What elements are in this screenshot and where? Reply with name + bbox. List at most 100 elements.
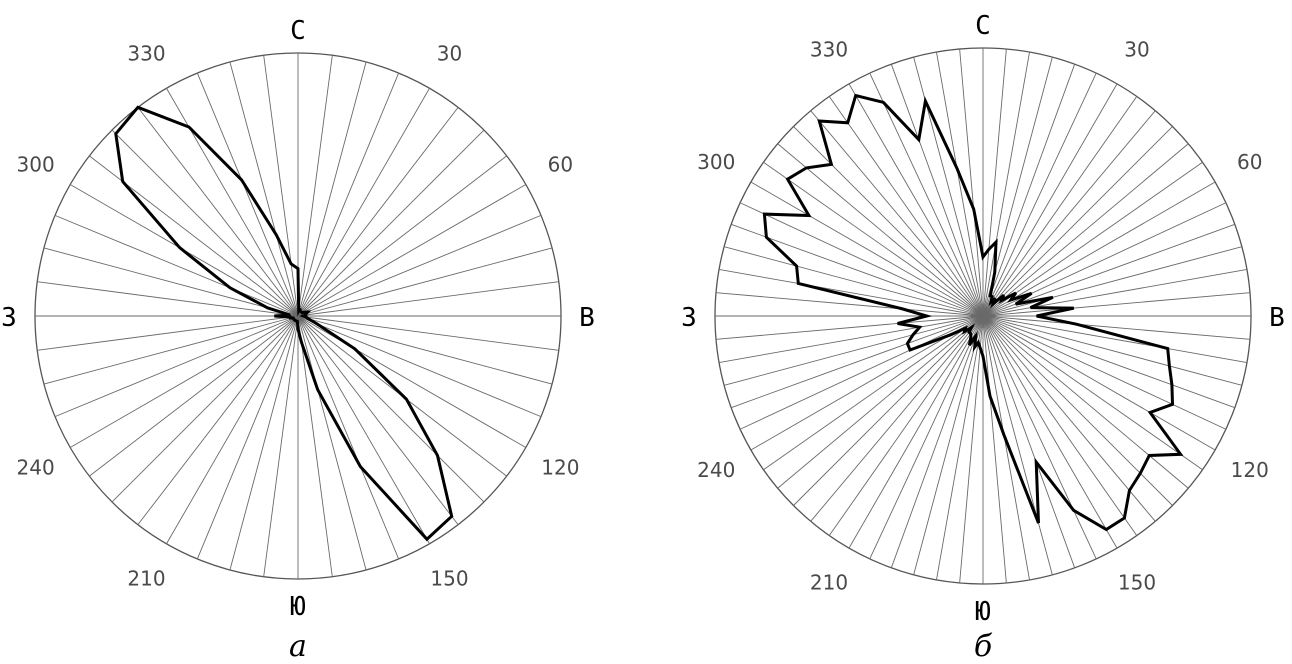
radial-gridline: [731, 223, 984, 317]
radial-gridline: [297, 129, 485, 317]
radial-gridline: [982, 315, 1007, 584]
degree-tick-label: 120: [541, 456, 579, 480]
radial-gridline: [297, 315, 485, 503]
radial-gridline: [297, 247, 553, 317]
radial-gridline: [297, 315, 559, 351]
degree-tick-label: 240: [17, 456, 55, 480]
degree-tick-label: 60: [1237, 150, 1262, 174]
radial-gridline: [777, 315, 984, 489]
radial-gridline: [982, 64, 1076, 317]
radial-gridline: [297, 281, 559, 317]
panel-caption: б: [974, 629, 993, 664]
degree-tick-label: 30: [437, 42, 462, 66]
radial-gridline: [137, 107, 299, 317]
radial-gridline: [777, 143, 984, 317]
radial-gridline: [297, 61, 367, 317]
degree-tick-label: 210: [810, 571, 848, 595]
radial-gridline: [37, 281, 299, 317]
radial-gridline: [54, 315, 299, 418]
radial-gridline: [739, 202, 984, 317]
radial-gridline: [982, 181, 1216, 317]
west-label: З: [1, 303, 17, 333]
radial-gridline: [715, 315, 984, 340]
radial-gridline: [297, 88, 430, 317]
degree-tick-label: 150: [430, 566, 468, 590]
radial-gridline: [982, 315, 1248, 363]
radial-gridline: [982, 315, 1138, 536]
radial-gridline: [111, 315, 299, 503]
radial-gridline: [913, 57, 984, 317]
radial-gridline: [982, 315, 1156, 522]
radial-gridline: [936, 51, 984, 317]
radial-gridline: [166, 315, 299, 544]
east-label: В: [1269, 303, 1285, 333]
radial-gridline: [37, 315, 299, 351]
radial-gridline: [137, 315, 299, 525]
radial-gridline: [715, 292, 984, 317]
radial-gridline: [982, 315, 1235, 409]
radial-gridline: [718, 269, 984, 317]
radial-gridline: [229, 61, 299, 317]
south-label: Ю: [290, 592, 306, 622]
radial-gridline: [810, 110, 984, 317]
radial-gridline: [43, 315, 299, 385]
degree-tick-label: 120: [1231, 458, 1269, 482]
radial-gridline: [982, 223, 1235, 317]
radial-gridline: [869, 315, 984, 560]
north-label: С: [975, 11, 991, 41]
degree-tick-label: 330: [810, 37, 848, 61]
radial-gridline: [982, 269, 1248, 317]
radial-gridline: [297, 315, 430, 544]
radial-gridline: [297, 315, 526, 448]
radial-gridline: [196, 315, 299, 560]
radial-gridline: [297, 315, 333, 577]
radial-gridline: [982, 96, 1138, 317]
radial-gridline: [982, 143, 1189, 317]
radial-gridline: [828, 315, 984, 536]
radial-gridline: [810, 315, 984, 522]
radial-gridline: [229, 315, 299, 571]
radial-gridline: [982, 202, 1227, 317]
radial-gridline: [297, 184, 526, 317]
radial-gridline: [913, 315, 984, 575]
radial-gridline: [739, 315, 984, 430]
panel-caption: а: [289, 629, 307, 664]
radial-gridline: [982, 315, 1097, 560]
radial-gridline: [869, 72, 984, 317]
radial-gridline: [263, 55, 299, 317]
radial-gridline: [111, 129, 299, 317]
east-label: В: [579, 303, 595, 333]
degree-tick-label: 240: [697, 458, 735, 482]
radial-gridline: [936, 315, 984, 581]
direction-frequency-line: [762, 93, 1184, 532]
radial-gridline: [959, 315, 984, 584]
south-label: Ю: [975, 597, 991, 627]
radial-gridline: [718, 315, 984, 363]
wind-rose-1: 30 60 120 150 210 240 300 330 С Ю В За: [1, 16, 595, 664]
radial-gridline: [982, 315, 1242, 386]
direction-frequency-line: [114, 105, 454, 542]
radial-gridline: [982, 315, 1203, 471]
radial-gridline: [263, 315, 299, 577]
radial-gridline: [166, 88, 299, 317]
radial-gridline: [297, 315, 459, 525]
radial-gridline: [848, 83, 984, 317]
radial-gridline: [982, 315, 1053, 575]
radial-gridline: [54, 214, 299, 317]
radial-gridline: [982, 315, 1227, 430]
radial-gridline: [982, 292, 1251, 317]
radial-gridline: [982, 246, 1242, 317]
degree-tick-label: 300: [697, 150, 735, 174]
radial-gridline: [982, 315, 1216, 451]
north-label: С: [290, 16, 306, 46]
radial-gridline: [297, 107, 459, 317]
radial-gridline: [297, 55, 333, 317]
radial-gridline: [982, 315, 1251, 340]
radial-gridline: [763, 161, 984, 317]
west-label: З: [681, 303, 697, 333]
radial-gridline: [793, 315, 984, 506]
radial-gridline: [982, 72, 1097, 317]
radial-gridline: [959, 48, 984, 317]
radial-gridline: [297, 72, 400, 317]
degree-tick-label: 330: [127, 42, 165, 66]
